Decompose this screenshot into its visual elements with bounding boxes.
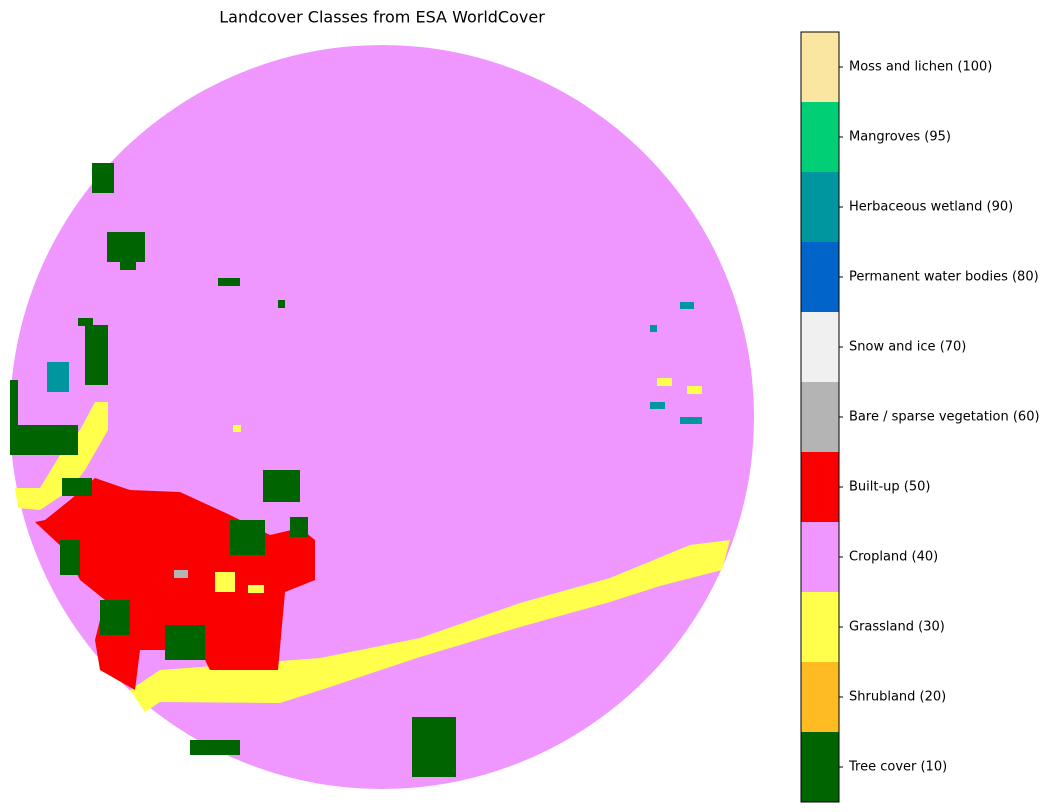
tree-patch	[62, 478, 92, 496]
tree-patch	[85, 325, 108, 385]
tree-patch	[165, 625, 205, 660]
legend-swatch	[801, 242, 839, 312]
legend-swatch	[801, 732, 839, 802]
legend-label: Mangroves (95)	[849, 130, 951, 145]
tree-patch	[278, 300, 285, 308]
wetland-patch	[680, 417, 702, 424]
grassland-specks	[233, 378, 702, 432]
tree-patch	[60, 540, 80, 575]
wetland-patch	[47, 362, 69, 392]
wetland-patch	[680, 302, 694, 309]
tree-patch	[218, 278, 240, 286]
grassland-patch	[657, 378, 672, 386]
legend-label: Grassland (30)	[849, 620, 945, 635]
tree-patch	[10, 425, 78, 455]
legend-label: Shrubland (20)	[849, 690, 946, 705]
tree-patch	[92, 163, 114, 193]
legend-label: Bare / sparse vegetation (60)	[849, 410, 1040, 425]
grassland-west	[15, 402, 108, 510]
colorbar-frame	[800, 31, 840, 803]
legend-swatch	[801, 172, 839, 242]
legend-swatch	[801, 662, 839, 732]
grassland-patch	[233, 425, 241, 432]
tree-patches	[10, 163, 456, 777]
wetland-patches	[47, 302, 702, 424]
legend-swatch	[801, 32, 839, 102]
tree-patch	[263, 470, 300, 502]
grassland-patch	[215, 572, 235, 592]
legend-label: Cropland (40)	[849, 550, 938, 565]
wetland-patch	[650, 325, 657, 332]
legend-swatch	[801, 382, 839, 452]
tree-patch	[412, 717, 456, 777]
bare-patch	[174, 570, 188, 578]
legend-label: Moss and lichen (100)	[849, 60, 992, 75]
grassland-patch	[248, 585, 264, 593]
legend-swatch	[801, 592, 839, 662]
grassland-band	[130, 540, 730, 712]
legend-label: Snow and ice (70)	[849, 340, 966, 355]
map-title: Landcover Classes from ESA WorldCover	[219, 8, 545, 27]
wetland-patch	[650, 402, 665, 409]
colorbar: Tree cover (10) Shrubland (20) Grassland (…	[801, 32, 1040, 802]
legend-label: Tree cover (10)	[848, 760, 947, 775]
tree-patch	[107, 232, 145, 262]
legend-label: Permanent water bodies (80)	[849, 270, 1039, 285]
legend-swatch	[801, 312, 839, 382]
tree-patch	[290, 517, 308, 537]
legend-swatch	[801, 102, 839, 172]
tree-patch	[190, 740, 240, 755]
legend-swatch	[801, 452, 839, 522]
legend-label: Built-up (50)	[849, 480, 930, 495]
legend-label: Herbaceous wetland (90)	[849, 200, 1013, 215]
tree-patch	[230, 520, 265, 555]
grassland-patch	[687, 386, 702, 394]
tree-patch	[100, 600, 130, 635]
tree-patch	[78, 318, 93, 326]
landcover-raster	[10, 45, 754, 789]
legend-swatch	[801, 522, 839, 592]
tree-patch	[10, 380, 18, 430]
tree-patch	[120, 258, 136, 270]
